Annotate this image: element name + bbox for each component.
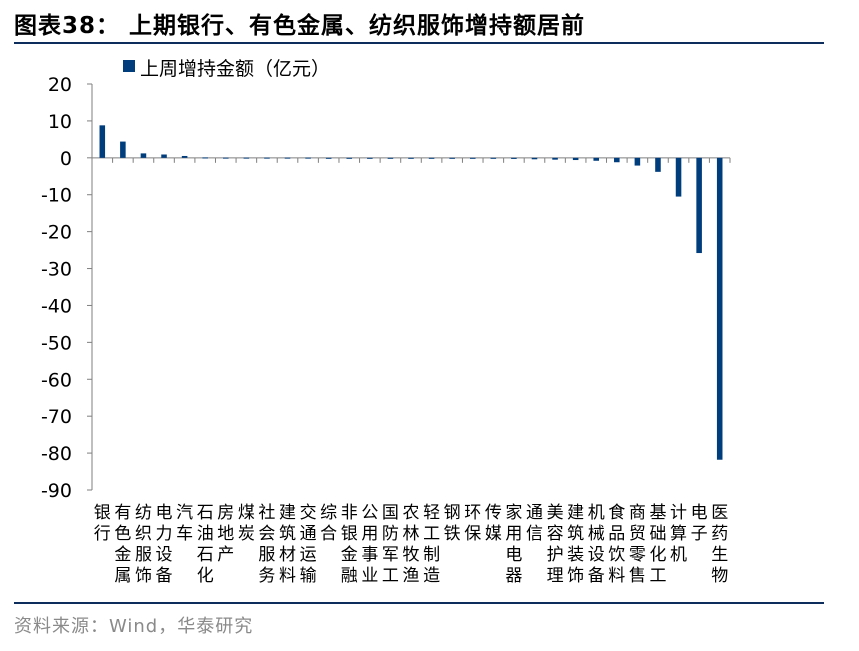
legend: 上周增持金额（亿元） — [123, 58, 330, 80]
y-tick-label: -80 — [41, 443, 72, 465]
y-tick-label: -70 — [41, 406, 72, 428]
x-tick-label: 农林牧渔 — [403, 503, 420, 586]
x-tick-label: 轻工制造 — [423, 503, 440, 586]
bar-商贸零售 — [634, 157, 641, 166]
x-tick-label: 食品饮料 — [608, 503, 625, 586]
bar-家用电器 — [511, 157, 517, 159]
y-tick-label: 10 — [48, 111, 72, 133]
x-tick-label: 煤炭 — [238, 503, 255, 544]
bar-环保 — [469, 157, 476, 159]
bar-电力设备 — [161, 154, 167, 158]
bars — [99, 125, 731, 460]
bar-基础化工 — [655, 157, 661, 172]
bar-通信 — [531, 157, 538, 160]
bar-建筑材料 — [284, 157, 291, 159]
x-tick-label: 机械设备 — [588, 503, 605, 586]
footer-divider — [14, 602, 824, 604]
bar-计算机 — [675, 157, 682, 197]
bar-机械设备 — [593, 157, 600, 161]
bar-传媒 — [490, 157, 497, 159]
bar-建筑装饰 — [572, 157, 579, 161]
bar-社会服务 — [264, 157, 270, 159]
bar-煤炭 — [243, 157, 250, 159]
x-tick-label: 石油石化 — [197, 503, 214, 586]
bar-银行 — [99, 125, 106, 158]
x-tick-label: 交通运输 — [300, 503, 317, 586]
bar-交通运输 — [305, 157, 311, 159]
x-tick-label: 环保 — [464, 503, 481, 544]
source-note: 资料来源：Wind，华泰研究 — [14, 616, 254, 637]
y-tick-label: -20 — [41, 222, 72, 244]
x-tick-label: 家用电器 — [505, 503, 522, 586]
x-tick-label: 有色金属 — [114, 503, 131, 586]
x-tick-label: 电力设备 — [156, 503, 173, 586]
x-tick-label: 传媒 — [485, 503, 502, 544]
x-tick-label: 通信 — [526, 503, 543, 544]
bar-食品饮料 — [614, 157, 620, 163]
x-tick-label: 电子 — [691, 503, 708, 544]
bar-国防军工 — [387, 157, 394, 159]
y-tick-label: -90 — [41, 480, 72, 502]
bar-chart: 20 10 0 -10 -20 -30 -40 -50 -60 -70 -80 -90 银行有色金属纺… — [41, 58, 731, 586]
x-tick-label: 纺织服饰 — [135, 503, 152, 586]
x-tick-label: 非银金融 — [341, 503, 358, 586]
bar-公用事业 — [367, 157, 373, 159]
x-tick-label: 医药生物 — [711, 503, 728, 586]
bar-综合 — [325, 157, 332, 159]
x-tick-label: 国防军工 — [382, 503, 399, 586]
y-axis: 20 10 0 -10 -20 -30 -40 -50 -60 -70 -80 -90 — [41, 74, 730, 502]
x-tick-label: 房地产 — [217, 503, 234, 565]
bar-非银金融 — [346, 157, 353, 159]
y-tick-label: -50 — [41, 332, 72, 354]
x-tick-label: 基础化工 — [649, 503, 666, 586]
figure-title: 图表38： 上期银行、有色金属、纺织服饰增持额居前 — [14, 13, 586, 39]
x-tick-label: 银行 — [94, 503, 111, 544]
x-tick-label: 综合 — [320, 503, 337, 544]
y-tick-label: -40 — [41, 295, 72, 317]
title-divider — [14, 42, 824, 44]
bar-农林牧渔 — [408, 157, 414, 159]
bar-石油石化 — [202, 157, 208, 159]
bar-有色金属 — [120, 141, 126, 158]
x-tick-label: 汽车 — [176, 503, 193, 544]
y-tick-label: -60 — [41, 369, 72, 391]
x-tick-label: 钢铁 — [444, 503, 461, 544]
bar-美容护理 — [552, 157, 558, 160]
x-tick-label: 计算机 — [670, 503, 687, 565]
y-tick-label: 20 — [48, 74, 72, 96]
bar-钢铁 — [449, 157, 455, 159]
x-tick-label: 公用事业 — [361, 503, 378, 586]
x-tick-label: 商贸零售 — [629, 503, 646, 586]
x-tick-label: 建筑装饰 — [567, 503, 584, 586]
legend-label: 上周增持金额（亿元） — [140, 58, 330, 80]
bar-汽车 — [181, 155, 188, 158]
x-tick-label: 建筑材料 — [279, 503, 296, 586]
y-tick-label: 0 — [60, 148, 72, 170]
y-tick-label: -10 — [41, 185, 72, 207]
y-tick-label: -30 — [41, 259, 72, 281]
bar-电子 — [696, 157, 702, 254]
bar-纺织服饰 — [140, 153, 147, 158]
x-tick-label: 社会服务 — [258, 503, 275, 586]
bar-医药生物 — [716, 157, 723, 460]
x-tick-label: 美容护理 — [547, 503, 564, 586]
bar-轻工制造 — [428, 157, 435, 159]
legend-swatch — [123, 60, 135, 72]
x-axis-labels: 银行有色金属纺织服饰电力设备汽车石油石化房地产煤炭社会服务建筑材料交通运输综合非… — [94, 503, 728, 586]
bar-房地产 — [222, 157, 229, 159]
